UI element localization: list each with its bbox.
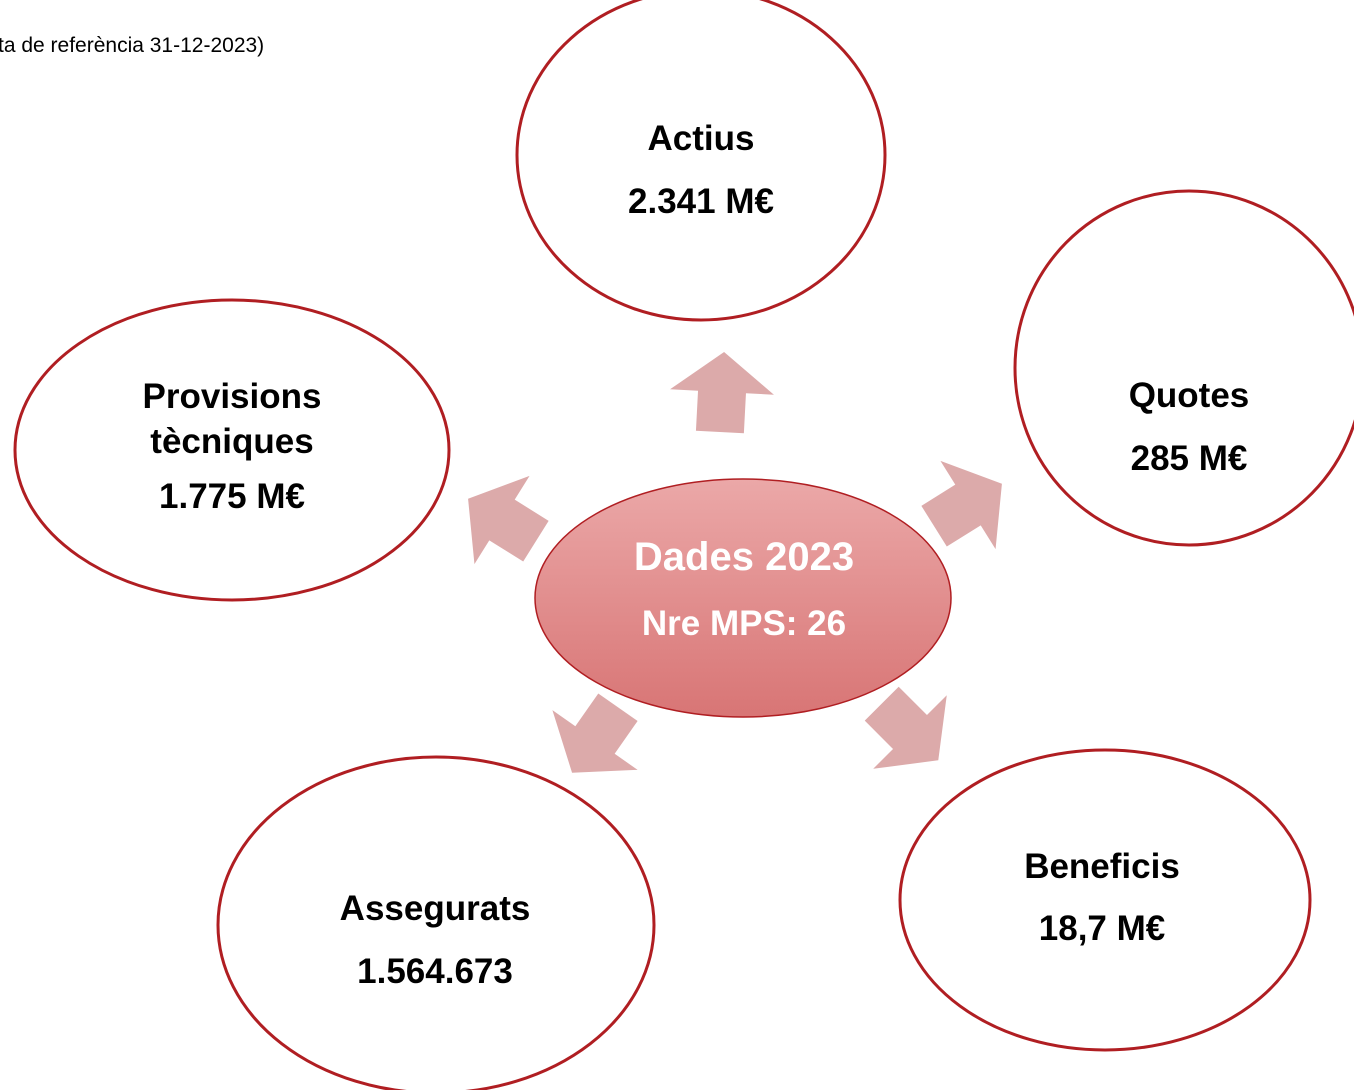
node-label: tècniques [150, 422, 313, 461]
arrow [552, 693, 638, 773]
node-label: Beneficis [1024, 847, 1180, 886]
arrow [921, 460, 1002, 550]
node-label: Actius [648, 119, 755, 158]
node-value: 1.564.673 [357, 952, 513, 991]
node-circle [1013, 189, 1354, 547]
node-label: Assegurats [340, 889, 531, 928]
node-value: 2.341 M€ [628, 182, 774, 221]
arrow [468, 475, 549, 565]
node-value: 1.775 M€ [159, 477, 305, 516]
arrow [670, 352, 774, 434]
center-label: Nre MPS: 26 [642, 604, 846, 643]
node-label: Quotes [1129, 376, 1250, 415]
subtitle: ta de referència 31-12-2023) [0, 34, 264, 57]
node-label: Provisions [143, 377, 322, 416]
node-circle [13, 298, 451, 602]
node-value: 285 M€ [1131, 439, 1248, 478]
center-node [534, 478, 952, 718]
node-circle [515, 0, 887, 322]
arrow [864, 686, 947, 769]
center-title: Dades 2023 [634, 535, 854, 579]
node-circle [898, 748, 1312, 1052]
arrows [468, 352, 1002, 773]
node-circle [216, 755, 656, 1090]
node-value: 18,7 M€ [1039, 909, 1165, 948]
